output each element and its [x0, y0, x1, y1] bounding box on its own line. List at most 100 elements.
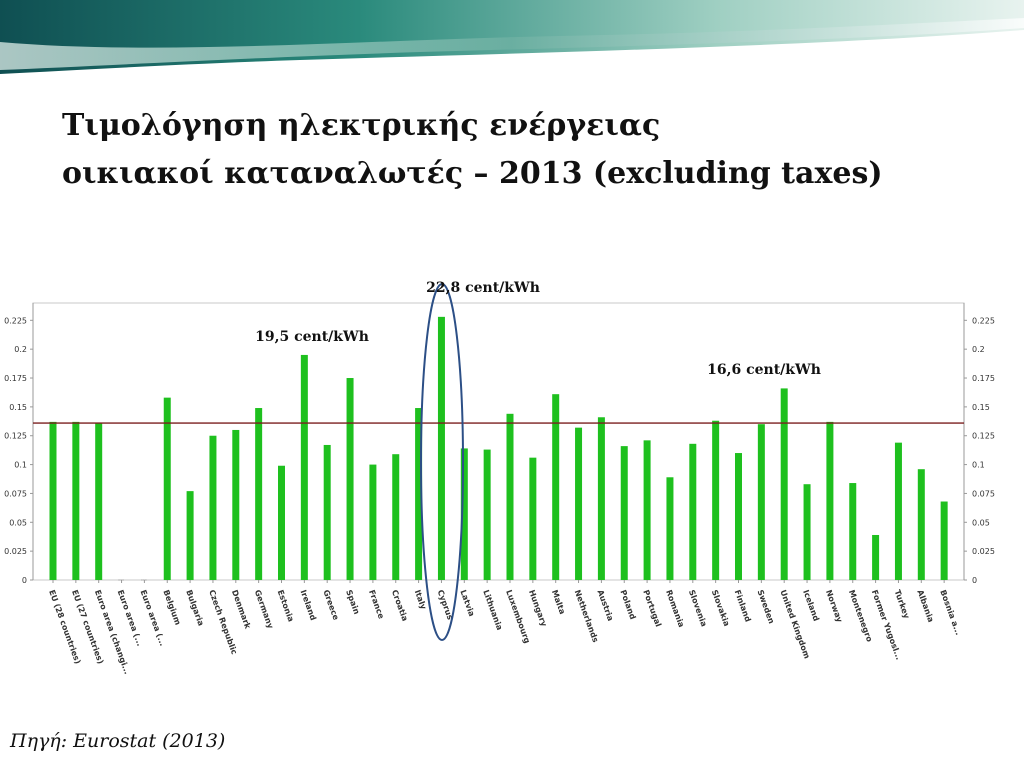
annotation-ireland: 19,5 cent/kWh [255, 329, 369, 345]
x-tick-label: Portugal [641, 589, 663, 629]
x-tick-label: Sweden [755, 589, 776, 626]
x-tick-label: Luxembourg [504, 589, 532, 645]
bar-poland [620, 446, 628, 580]
x-tick-label: Slovakia [710, 589, 731, 628]
bar-italy [415, 408, 423, 580]
y-tick-label-left: 0.15 [9, 403, 27, 412]
x-tick-label: Croatia [390, 589, 410, 623]
bar-ireland [300, 354, 308, 580]
x-tick-label: Slovenia [687, 589, 709, 628]
bar-albania [917, 469, 925, 580]
y-tick-label-right: 0.2 [972, 345, 985, 354]
x-tick-label: Denmark [230, 589, 253, 631]
bar-slovenia [689, 443, 697, 580]
bar-lithuania [483, 449, 491, 580]
x-tick-label: Latvia [458, 589, 476, 618]
x-tick-label: Norway [824, 589, 844, 625]
x-tick-label: Germany [253, 589, 276, 631]
y-tick-label-left: 0.175 [4, 374, 27, 383]
bar-iceland [803, 484, 811, 580]
bar-euro-area-changi [95, 423, 103, 580]
slide-title-line-1: Τιμολόγηση ηλεκτρικής ενέργειας [62, 108, 661, 143]
y-tick-label-right: 0 [972, 576, 977, 585]
bar-romania [666, 477, 674, 580]
chart-frame [32, 302, 965, 581]
bar-netherlands [575, 427, 583, 580]
y-tick-label-right: 0.05 [972, 518, 990, 527]
bar-eu-27-countries [72, 421, 80, 580]
x-tick-label: France [367, 589, 386, 621]
y-axis-left: 0 0.025 0.05 0.075 0.1 0.125 0.15 0.175 0.2 0.225 [4, 316, 33, 585]
x-tick-label: Lithuania [481, 589, 504, 632]
bar-portugal [643, 440, 651, 580]
bar-turkey [894, 442, 902, 580]
y-tick-label-right: 0.025 [972, 547, 995, 556]
bar-malta [552, 394, 560, 580]
x-tick-label: Estonia [276, 589, 296, 623]
y-tick-label-right: 0.1 [972, 461, 985, 470]
bar-austria [597, 417, 605, 580]
y-tick-label-left: 0 [22, 576, 27, 585]
x-tick-label: Bulgaria [184, 589, 205, 628]
x-tick-label: Turkey [893, 589, 912, 621]
bar-montenegro [849, 483, 857, 580]
source-note: Πηγή: Eurostat (2013) [10, 730, 226, 752]
y-tick-label-right: 0.15 [972, 403, 990, 412]
bar-finland [735, 453, 742, 580]
x-tick-label: Spain [344, 589, 361, 616]
bar-denmark [232, 429, 240, 580]
bar-luxembourg [506, 413, 514, 580]
y-tick-label-left: 0.05 [9, 518, 27, 527]
x-axis-labels: EU (28 countries)EU (27 countries)Euro a… [47, 580, 963, 675]
x-tick-label: Italy [413, 589, 429, 612]
y-tick-label-right: 0.175 [972, 374, 995, 383]
y-tick-label-right: 0.125 [972, 432, 995, 441]
x-tick-label: Malta [550, 589, 567, 616]
bar-hungary [529, 457, 537, 580]
bar-bosnia-a [940, 501, 948, 580]
y-tick-label-left: 0.2 [14, 345, 27, 354]
y-tick-label-left: 0.125 [4, 432, 27, 441]
bar-croatia [392, 454, 400, 580]
x-tick-label: Romania [664, 589, 686, 629]
y-tick-label-left: 0.075 [4, 489, 27, 498]
bar-greece [323, 444, 331, 580]
bar-former-yugosl [872, 534, 880, 580]
x-tick-label: Montenegro [847, 589, 874, 644]
bar-norway [826, 421, 834, 580]
bar-bulgaria [186, 491, 194, 580]
x-tick-label: Greece [321, 589, 340, 622]
y-axis-right: 0 0.025 0.05 0.075 0.1 0.125 0.15 0.175 0.2 0.225 [964, 316, 995, 585]
bar-sweden [757, 424, 765, 580]
bar-czech-republic [209, 435, 217, 580]
slide-title-line-2: οικιακοί καταναλωτές – 2013 (excluding t… [62, 156, 883, 191]
y-tick-label-right: 0.225 [972, 316, 995, 325]
bar-eu-28-countries [49, 421, 57, 580]
bar-germany [255, 408, 263, 580]
x-tick-label: Iceland [801, 589, 821, 623]
x-tick-label: Hungary [527, 589, 549, 629]
bar-slovakia [712, 420, 720, 580]
x-tick-label: Belgium [161, 589, 182, 627]
bar-latvia [460, 448, 468, 580]
y-tick-label-left: 0.225 [4, 316, 27, 325]
x-tick-label: Ireland [298, 589, 317, 622]
y-tick-label-left: 0.1 [14, 461, 27, 470]
bars [49, 316, 948, 581]
x-tick-label: Finland [733, 589, 753, 624]
bar-estonia [278, 465, 285, 580]
bar-belgium [163, 397, 171, 580]
bar-spain [346, 378, 354, 580]
x-tick-label: Albania [915, 589, 935, 624]
annotation-uk: 16,6 cent/kWh [707, 362, 821, 378]
header-decoration [0, 0, 1024, 74]
bar-chart: 0 0.025 0.05 0.075 0.1 0.125 0.15 0.175 0.2 0.225… [4, 280, 995, 675]
y-tick-label-right: 0.075 [972, 489, 995, 498]
bar-united-kingdom [780, 388, 788, 580]
x-tick-label: Austria [596, 589, 616, 623]
bar-france [369, 464, 377, 580]
bar-cyprus [437, 316, 445, 580]
x-tick-label: Poland [618, 589, 637, 621]
annotation-cyprus: 22,8 cent/kWh [426, 280, 540, 296]
